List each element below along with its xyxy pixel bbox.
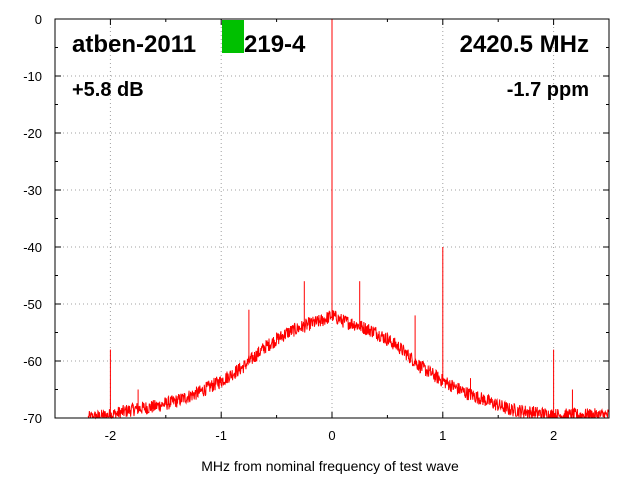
y-tick-label: -40 <box>23 240 42 255</box>
offset-label: -1.7 ppm <box>507 79 589 101</box>
x-tick-label: 2 <box>550 428 557 443</box>
plot-frame <box>54 18 610 419</box>
x-tick-label: -2 <box>105 428 117 443</box>
x-axis-label: MHz from nominal frequency of test wave <box>201 458 459 474</box>
x-tick-label: -1 <box>215 428 227 443</box>
x-tick-label: 0 <box>328 428 335 443</box>
y-tick-label: 0 <box>35 12 42 27</box>
y-axis-ticks: 0 -10 -20 -30 -40 -50 -60 -70 <box>23 12 609 426</box>
device-label: atben-2011 <box>72 31 196 58</box>
y-tick-label: -70 <box>23 411 42 426</box>
x-tick-label: 1 <box>439 428 446 443</box>
y-tick-label: -60 <box>23 354 42 369</box>
green-marker <box>222 20 244 53</box>
y-tick-label: -20 <box>23 126 42 141</box>
device-suffix-label: 219-4 <box>244 31 306 58</box>
y-tick-label: -10 <box>23 69 42 84</box>
y-tick-label: -50 <box>23 297 42 312</box>
gain-label: +5.8 dB <box>72 79 144 101</box>
frequency-label: 2420.5 MHz <box>460 31 589 58</box>
spur-lines <box>109 19 573 416</box>
y-tick-label: -30 <box>23 183 42 198</box>
spectrum-trace <box>87 310 610 420</box>
